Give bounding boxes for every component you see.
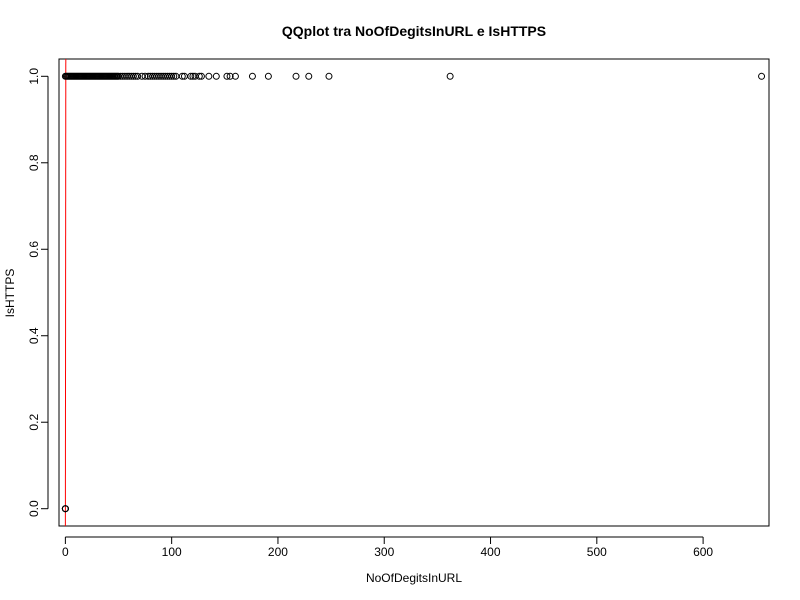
x-axis: 0 100 200 300 400 500 600: [62, 536, 713, 559]
data-point: [178, 72, 186, 80]
y-tick-label: 1.0: [27, 68, 41, 85]
data-point: [197, 72, 205, 80]
data-point: [231, 72, 239, 80]
x-tick-label: 600: [693, 545, 713, 559]
data-point: [187, 72, 195, 80]
x-axis-title: NoOfDegitsInURL: [366, 571, 462, 585]
plot-area-border: [58, 58, 770, 527]
chart-title: QQplot tra NoOfDegitsInURL e IsHTTPS: [282, 23, 546, 39]
data-point: [212, 72, 220, 80]
y-tick-label: 0.2: [27, 414, 41, 431]
x-tick-label: 100: [162, 545, 182, 559]
y-tick-label: 0.6: [27, 241, 41, 258]
data-point: [223, 72, 231, 80]
x-tick-label: 500: [587, 545, 607, 559]
data-point: [305, 72, 313, 80]
data-point: [292, 72, 300, 80]
data-point: [195, 72, 203, 80]
data-point: [141, 72, 149, 80]
data-point: [248, 72, 256, 80]
data-point: [61, 505, 69, 513]
data-point: [134, 72, 142, 80]
y-axis-title: IsHTTPS: [3, 269, 17, 318]
data-point: [226, 72, 234, 80]
data-point: [446, 72, 454, 80]
data-point: [205, 72, 213, 80]
y-tick-label: 0.0: [27, 500, 41, 517]
data-point: [264, 72, 272, 80]
points-layer: [61, 72, 766, 513]
x-tick-label: 300: [374, 545, 394, 559]
y-tick-label: 0.8: [27, 154, 41, 171]
data-point: [170, 72, 178, 80]
x-tick-label: 0: [62, 545, 69, 559]
data-point: [758, 72, 766, 80]
x-tick-label: 400: [481, 545, 501, 559]
y-axis: 0.0 0.2 0.4 0.6 0.8 1.0: [27, 68, 49, 517]
data-point: [325, 72, 333, 80]
x-tick-label: 200: [268, 545, 288, 559]
y-tick-label: 0.4: [27, 327, 41, 344]
data-point: [129, 72, 137, 80]
data-point: [168, 72, 176, 80]
